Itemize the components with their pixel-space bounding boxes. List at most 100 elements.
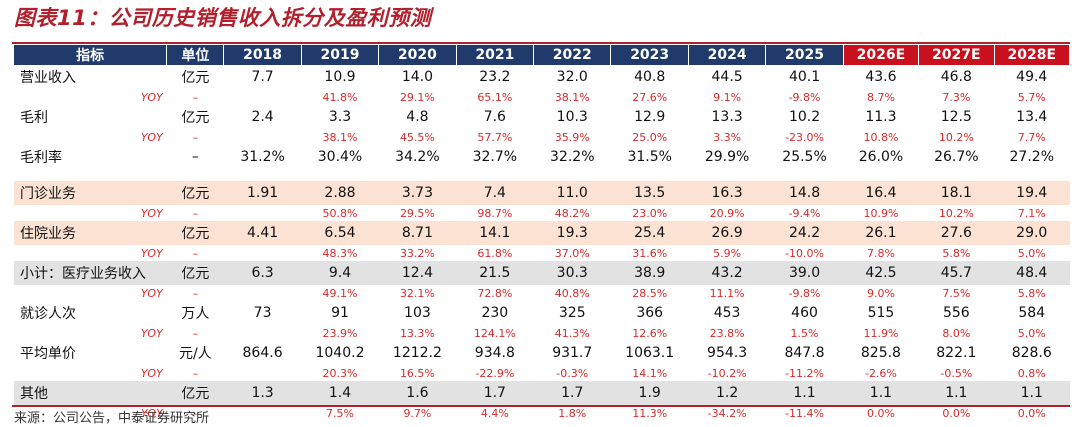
table-cell: 26.9 [688, 221, 766, 245]
table-cell: 31.2% [240, 149, 285, 165]
table-cell [224, 325, 301, 341]
table-cell: -9.8% [788, 286, 821, 300]
table-cell: 13.3 [711, 109, 743, 125]
row-label: YOY [140, 366, 163, 380]
table-cell: 7.8% [866, 246, 895, 260]
table-cell: 61.8% [477, 246, 513, 260]
header-year-2026e: 2026E [843, 45, 920, 65]
table-cell: 73 [253, 305, 272, 321]
row-label: 平均单价 [20, 346, 76, 362]
financial-table: 指标 单位 2018 2019 2020 2021 2022 2023 2024… [14, 45, 1071, 421]
table-cell: 864.6 [242, 345, 283, 361]
table-cell: 10.2% [938, 206, 974, 220]
table-cell: 2.88 [301, 181, 379, 205]
table-row: 其他 亿元 1.3 1.4 1.6 1.7 1.7 1.9 1.2 1.1 1.1 1.1 1.1 [14, 381, 1070, 405]
table-cell: 1.2 [688, 381, 766, 405]
table-cell: 10.9% [863, 206, 899, 220]
table-cell: 1063.1 [625, 345, 675, 361]
source-note: 来源：公司公告，中泰证券研究所 [14, 411, 210, 426]
table-cell: 40.8% [554, 286, 590, 300]
header-year-2024: 2024 [688, 45, 767, 65]
row-label: 毛利率 [20, 150, 62, 166]
table-cell: 26.0% [858, 149, 904, 165]
table-cell: 44.5 [711, 69, 743, 85]
table-cell: 828.6 [1011, 345, 1052, 361]
table-cell: 27.2% [1009, 149, 1054, 165]
table-row: YOY – 48.3% 33.2% 61.8% 37.0% 31.6% 5.9% -10.0% 7… [14, 245, 1070, 261]
table-cell: 4.41 [223, 221, 302, 245]
table-cell: 12.9 [634, 109, 666, 125]
table-cell: 19.4 [994, 181, 1070, 205]
table-cell: 19.3 [533, 221, 611, 245]
row-unit: 亿元 [181, 110, 210, 126]
table-cell: 32.7% [472, 149, 518, 165]
table-cell: 16.5% [399, 366, 435, 380]
table-cell: 14.0 [401, 69, 433, 85]
table-cell: 8.71 [378, 221, 457, 245]
table-cell: 18.1 [918, 181, 995, 205]
table-row: 毛利率 – 31.2% 30.4% 34.2% 32.7% 32.2% 31.5% 29.9% 2… [14, 145, 1070, 169]
row-unit: – [192, 130, 199, 144]
table-cell: 10.2% [938, 130, 974, 144]
header-year-2025: 2025 [765, 45, 844, 65]
table-row: 毛利 亿元 2.4 3.3 4.8 7.6 10.3 12.9 13.3 10.2 11.3 12.5… [14, 105, 1070, 129]
table-cell: 1.1 [765, 381, 844, 405]
spacer-row [14, 169, 1070, 181]
table-cell: 5.8% [942, 246, 971, 260]
table-cell: 9.4 [301, 261, 379, 285]
row-unit: 亿元 [166, 181, 224, 205]
header-year-2018: 2018 [223, 45, 302, 65]
table-cell: -11.2% [785, 366, 824, 380]
table-cell: 65.1% [477, 90, 513, 104]
table-cell: 366 [636, 305, 664, 321]
row-label: 营业收入 [20, 70, 76, 86]
table-cell: 103 [404, 305, 431, 321]
table-cell: 0.8% [1017, 366, 1046, 380]
table-cell: 27.6 [918, 221, 995, 245]
table-cell: 10.2 [788, 109, 821, 125]
table-cell: 7.5% [326, 406, 354, 420]
table-cell: 29.0 [994, 221, 1070, 245]
table-cell: 556 [942, 305, 970, 321]
table-cell: 9.7% [403, 406, 432, 420]
table-row: 营业收入 亿元 7.7 10.9 14.0 23.2 32.0 40.8 44.5 40.1 43.… [14, 65, 1070, 89]
table-cell: 1.1 [843, 381, 919, 405]
table-body: 营业收入 亿元 7.7 10.9 14.0 23.2 32.0 40.8 44.5 40.1 43.… [14, 65, 1070, 421]
table-cell: 12.5 [940, 109, 972, 125]
table-cell: 4.4% [480, 406, 509, 420]
header-year-2021: 2021 [456, 45, 535, 65]
row-label: 住院业务 [14, 221, 167, 245]
table-cell: 0.0% [866, 406, 895, 420]
table-cell: 11.9% [863, 326, 899, 340]
table-cell: 584 [1018, 305, 1046, 321]
table-cell: 20.9% [709, 206, 745, 220]
table-cell: 45.7 [918, 261, 995, 285]
table-cell: 12.6% [632, 326, 668, 340]
table-cell: -10.0% [785, 246, 824, 260]
bottom-divider [12, 405, 1070, 407]
table-cell: 35.9% [554, 130, 590, 144]
table-cell: -22.9% [475, 366, 515, 380]
table-cell: 25.5% [782, 149, 827, 165]
row-label: 毛利 [20, 110, 48, 126]
table-cell: 124.1% [473, 326, 516, 340]
table-cell: 50.8% [322, 206, 358, 220]
table-cell: 5.8% [1017, 286, 1046, 300]
table-cell: 1.3 [223, 381, 302, 405]
table-cell: 5.7% [1017, 90, 1046, 104]
header-year-2027e: 2027E [918, 45, 995, 65]
header-year-2028e: 2028E [994, 45, 1071, 65]
table-cell: 13.3% [399, 326, 435, 340]
table-cell: 5.0% [1017, 326, 1046, 340]
table-cell: 1.7 [533, 381, 611, 405]
row-label: YOY [140, 326, 163, 340]
table-row: 小计：医疗业务收入 亿元 6.3 9.4 12.4 21.5 30.3 38.9 43.2 39.… [14, 261, 1070, 285]
table-cell: 8.7% [866, 90, 895, 104]
table-cell: 0.0% [1017, 406, 1046, 420]
table-cell: 46.8 [940, 69, 972, 85]
header-indicator: 指标 [14, 45, 168, 65]
table-cell: 23.2 [479, 69, 511, 85]
row-unit: 亿元 [166, 261, 224, 285]
table-cell: 48.4 [994, 261, 1070, 285]
table-cell [224, 129, 301, 145]
